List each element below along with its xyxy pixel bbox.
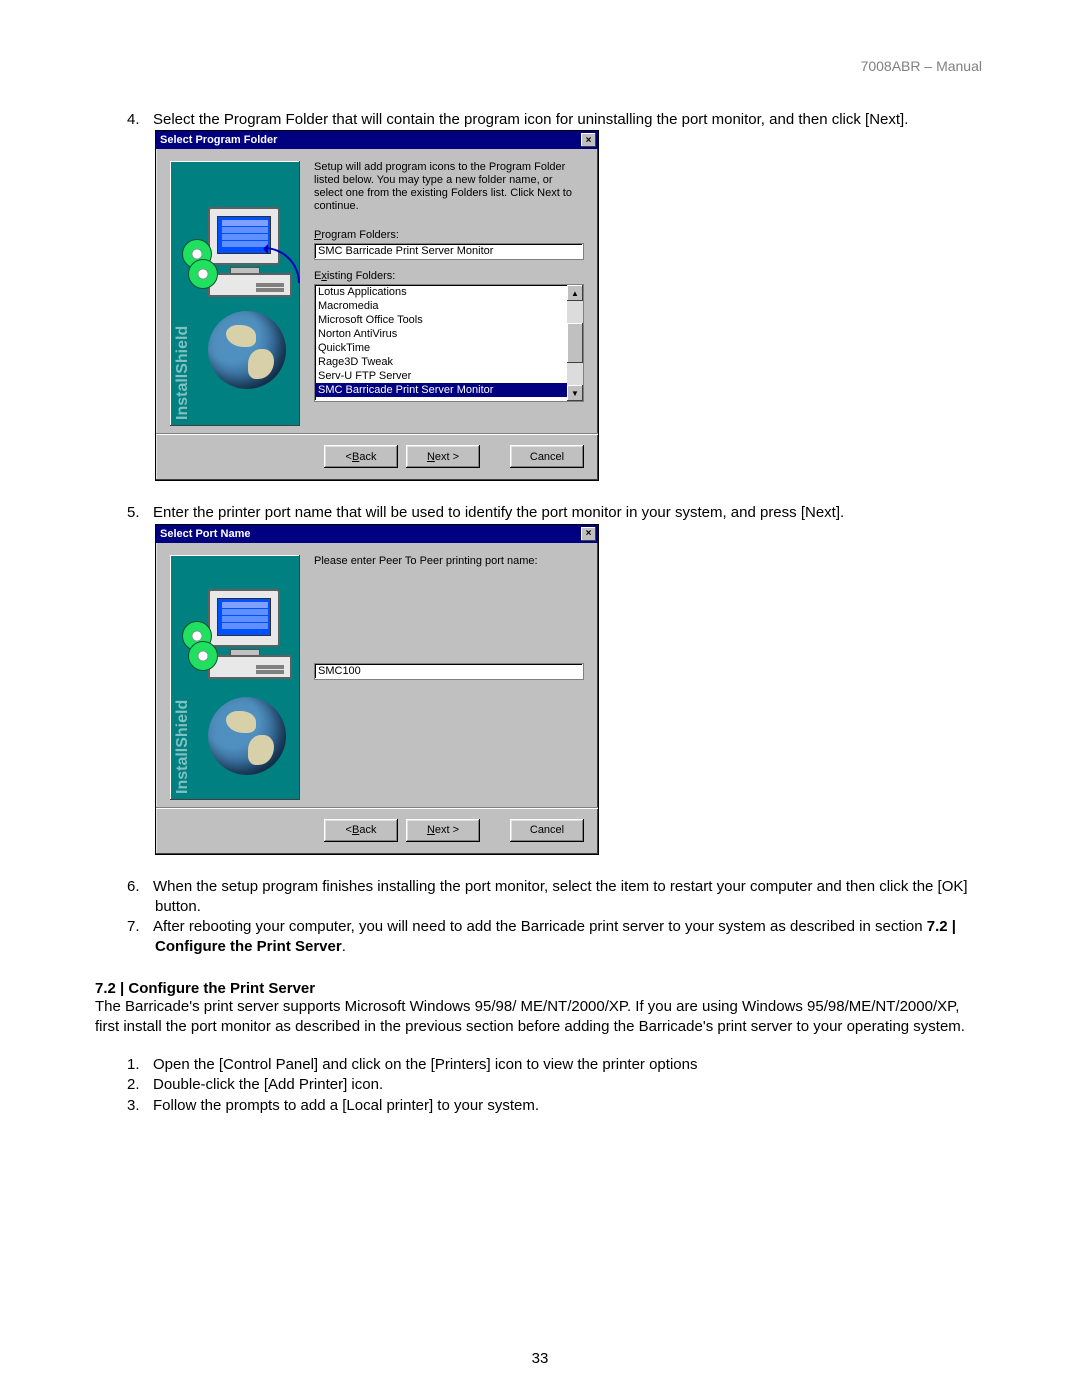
cancel-button[interactable]: Cancel: [510, 445, 584, 468]
scroll-up-icon[interactable]: ▲: [567, 285, 583, 301]
list-item[interactable]: Microsoft Office Tools: [315, 313, 567, 327]
dialog2-title: Select Port Name: [160, 528, 250, 540]
scroll-thumb[interactable]: [567, 323, 583, 363]
step-7: 7.After rebooting your computer, you wil…: [145, 917, 985, 958]
step-6: 6.When the setup program finishes instal…: [145, 877, 985, 918]
step-6-number: 6.: [127, 877, 153, 897]
dialog2-intro: Please enter Peer To Peer printing port …: [314, 555, 584, 567]
substep-3-number: 3.: [127, 1096, 153, 1116]
existing-folders-listbox[interactable]: Lotus Applications Macromedia Microsoft …: [314, 284, 584, 402]
dialog1-titlebar: Select Program Folder ×: [156, 131, 598, 149]
close-icon[interactable]: ×: [581, 527, 596, 541]
step-4: 4.Select the Program Folder that will co…: [145, 110, 985, 130]
step-5-text: Enter the printer port name that will be…: [153, 504, 844, 521]
next-button[interactable]: Next >: [406, 819, 480, 842]
list-item[interactable]: Rage3D Tweak: [315, 355, 567, 369]
label-existing-folders: Existing Folders:: [314, 270, 584, 282]
list-item[interactable]: Serv-U FTP Server: [315, 369, 567, 383]
list-item-selected[interactable]: SMC Barricade Print Server Monitor: [315, 383, 567, 397]
list-item[interactable]: Norton AntiVirus: [315, 327, 567, 341]
dialog1-intro: Setup will add program icons to the Prog…: [314, 161, 584, 213]
substep-3: 3.Follow the prompts to add a [Local pri…: [145, 1096, 985, 1116]
substep-2-text: Double-click the [Add Printer] icon.: [153, 1076, 383, 1093]
substep-2-number: 2.: [127, 1075, 153, 1095]
substep-1: 1.Open the [Control Panel] and click on …: [145, 1055, 985, 1075]
step-4-text: Select the Program Folder that will cont…: [153, 111, 908, 128]
step-5: 5.Enter the printer port name that will …: [145, 503, 985, 523]
label-program-folders: Program Folders:: [314, 229, 584, 241]
substep-1-number: 1.: [127, 1055, 153, 1075]
program-folders-input[interactable]: SMC Barricade Print Server Monitor: [314, 243, 584, 260]
dialog-select-program-folder: Select Program Folder × InstallShield Se…: [155, 130, 599, 481]
page-number: 33: [0, 1350, 1080, 1367]
dialog-select-port-name: Select Port Name × InstallShield Please …: [155, 524, 599, 855]
step-5-number: 5.: [127, 503, 153, 523]
back-button[interactable]: < Back: [324, 819, 398, 842]
step-4-number: 4.: [127, 110, 153, 130]
step-7-text-a: After rebooting your computer, you will …: [153, 918, 927, 935]
installshield-sidebar-image: InstallShield: [170, 161, 300, 426]
substep-1-text: Open the [Control Panel] and click on th…: [153, 1056, 697, 1073]
section-7-2-para: The Barricade's print server supports Mi…: [95, 997, 985, 1038]
list-item[interactable]: Macromedia: [315, 299, 567, 313]
substep-2: 2.Double-click the [Add Printer] icon.: [145, 1075, 985, 1095]
substep-3-text: Follow the prompts to add a [Local print…: [153, 1097, 539, 1114]
step-7-text-c: .: [342, 938, 346, 955]
close-icon[interactable]: ×: [581, 133, 596, 147]
list-item[interactable]: QuickTime: [315, 341, 567, 355]
dialog2-titlebar: Select Port Name ×: [156, 525, 598, 543]
back-button[interactable]: < Back: [324, 445, 398, 468]
scrollbar[interactable]: ▲ ▼: [567, 285, 583, 401]
section-7-2-title: 7.2 | Configure the Print Server: [95, 980, 985, 997]
list-item[interactable]: Lotus Applications: [315, 285, 567, 299]
step-7-number: 7.: [127, 917, 153, 937]
next-button[interactable]: Next >: [406, 445, 480, 468]
port-name-input[interactable]: SMC100: [314, 663, 584, 680]
dialog1-title: Select Program Folder: [160, 134, 277, 146]
cancel-button[interactable]: Cancel: [510, 819, 584, 842]
doc-header: 7008ABR – Manual: [861, 58, 982, 74]
step-6-text: When the setup program finishes installi…: [153, 878, 968, 915]
installshield-sidebar-image: InstallShield: [170, 555, 300, 800]
scroll-down-icon[interactable]: ▼: [567, 385, 583, 401]
